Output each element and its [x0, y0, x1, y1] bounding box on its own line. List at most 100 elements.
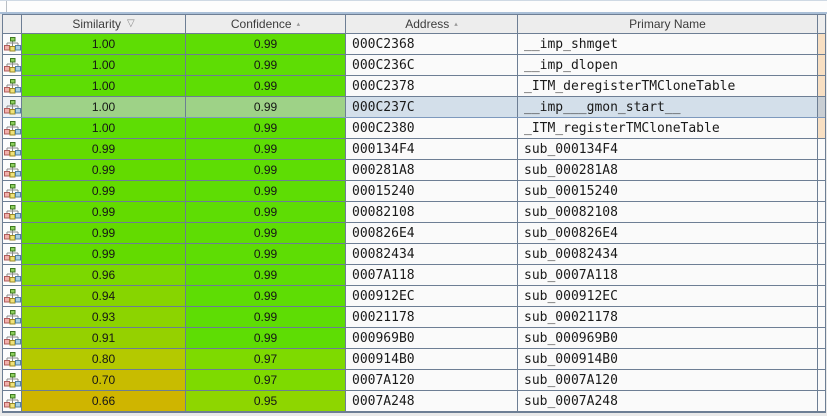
primary-name-cell[interactable]: sub_0007A118 [518, 265, 818, 285]
similarity-cell[interactable]: 0.99 [22, 202, 186, 222]
confidence-cell[interactable]: 0.99 [186, 265, 346, 285]
function-match-cell[interactable] [3, 118, 22, 138]
table-row[interactable]: 0.99 0.99 00082434 sub_00082434 [3, 244, 825, 265]
address-cell[interactable]: 0007A120 [346, 370, 518, 390]
header-secondary-partial[interactable] [818, 15, 825, 33]
confidence-cell[interactable]: 0.99 [186, 34, 346, 54]
similarity-cell[interactable]: 1.00 [22, 34, 186, 54]
confidence-cell[interactable]: 0.99 [186, 97, 346, 117]
secondary-partial-cell[interactable] [818, 118, 825, 138]
secondary-partial-cell[interactable] [818, 244, 825, 264]
function-match-cell[interactable] [3, 97, 22, 117]
primary-name-cell[interactable]: sub_00082108 [518, 202, 818, 222]
secondary-partial-cell[interactable] [818, 139, 825, 159]
header-similarity[interactable]: Similarity ▽ [22, 15, 186, 33]
similarity-cell[interactable]: 0.70 [22, 370, 186, 390]
table-row[interactable]: 1.00 0.99 000C2368 __imp_shmget [3, 34, 825, 55]
address-cell[interactable]: 000912EC [346, 286, 518, 306]
primary-name-cell[interactable]: sub_0007A248 [518, 391, 818, 411]
secondary-partial-cell[interactable] [818, 265, 825, 285]
table-row[interactable]: 1.00 0.99 000C237C __imp___gmon_start__ [3, 97, 825, 118]
similarity-cell[interactable]: 0.96 [22, 265, 186, 285]
primary-name-cell[interactable]: __imp_shmget [518, 34, 818, 54]
address-cell[interactable]: 000C2368 [346, 34, 518, 54]
address-cell[interactable]: 000C2380 [346, 118, 518, 138]
similarity-cell[interactable]: 0.99 [22, 244, 186, 264]
secondary-partial-cell[interactable] [818, 97, 825, 117]
primary-name-cell[interactable]: sub_0007A120 [518, 370, 818, 390]
confidence-cell[interactable]: 0.97 [186, 370, 346, 390]
function-match-cell[interactable] [3, 34, 22, 54]
primary-name-cell[interactable]: sub_000134F4 [518, 139, 818, 159]
address-cell[interactable]: 00015240 [346, 181, 518, 201]
similarity-cell[interactable]: 1.00 [22, 55, 186, 75]
address-cell[interactable]: 000826E4 [346, 223, 518, 243]
function-match-cell[interactable] [3, 181, 22, 201]
secondary-partial-cell[interactable] [818, 34, 825, 54]
secondary-partial-cell[interactable] [818, 181, 825, 201]
address-cell[interactable]: 0007A118 [346, 265, 518, 285]
function-match-cell[interactable] [3, 244, 22, 264]
address-cell[interactable]: 000134F4 [346, 139, 518, 159]
secondary-partial-cell[interactable] [818, 223, 825, 243]
table-row[interactable]: 0.99 0.99 000826E4 sub_000826E4 [3, 223, 825, 244]
table-row[interactable]: 0.94 0.99 000912EC sub_000912EC [3, 286, 825, 307]
function-match-cell[interactable] [3, 202, 22, 222]
confidence-cell[interactable]: 0.99 [186, 202, 346, 222]
function-match-cell[interactable] [3, 76, 22, 96]
function-match-cell[interactable] [3, 391, 22, 411]
confidence-cell[interactable]: 0.99 [186, 160, 346, 180]
similarity-cell[interactable]: 1.00 [22, 97, 186, 117]
function-match-cell[interactable] [3, 55, 22, 75]
confidence-cell[interactable]: 0.97 [186, 349, 346, 369]
confidence-cell[interactable]: 0.99 [186, 223, 346, 243]
function-match-cell[interactable] [3, 370, 22, 390]
address-cell[interactable]: 00082434 [346, 244, 518, 264]
primary-name-cell[interactable]: sub_000914B0 [518, 349, 818, 369]
address-cell[interactable]: 000C236C [346, 55, 518, 75]
primary-name-cell[interactable]: _ITM_registerTMCloneTable [518, 118, 818, 138]
similarity-cell[interactable]: 0.99 [22, 160, 186, 180]
address-cell[interactable]: 000C2378 [346, 76, 518, 96]
table-row[interactable]: 0.66 0.95 0007A248 sub_0007A248 [3, 391, 825, 412]
function-match-cell[interactable] [3, 160, 22, 180]
primary-name-cell[interactable]: sub_00021178 [518, 307, 818, 327]
secondary-partial-cell[interactable] [818, 202, 825, 222]
secondary-partial-cell[interactable] [818, 328, 825, 348]
confidence-cell[interactable]: 0.99 [186, 286, 346, 306]
similarity-cell[interactable]: 0.99 [22, 223, 186, 243]
function-match-cell[interactable] [3, 328, 22, 348]
primary-name-cell[interactable]: sub_00015240 [518, 181, 818, 201]
confidence-cell[interactable]: 0.99 [186, 181, 346, 201]
header-address[interactable]: Address ▴ [346, 15, 518, 33]
similarity-cell[interactable]: 1.00 [22, 118, 186, 138]
table-row[interactable]: 0.99 0.99 00015240 sub_00015240 [3, 181, 825, 202]
primary-name-cell[interactable]: sub_000912EC [518, 286, 818, 306]
primary-name-cell[interactable]: sub_000826E4 [518, 223, 818, 243]
table-row[interactable]: 0.99 0.99 000281A8 sub_000281A8 [3, 160, 825, 181]
address-cell[interactable]: 00021178 [346, 307, 518, 327]
similarity-cell[interactable]: 0.99 [22, 181, 186, 201]
primary-name-cell[interactable]: __imp___gmon_start__ [518, 97, 818, 117]
secondary-partial-cell[interactable] [818, 307, 825, 327]
header-confidence[interactable]: Confidence ▴ [186, 15, 346, 33]
similarity-cell[interactable]: 1.00 [22, 76, 186, 96]
confidence-cell[interactable]: 0.99 [186, 139, 346, 159]
secondary-partial-cell[interactable] [818, 55, 825, 75]
confidence-cell[interactable]: 0.99 [186, 307, 346, 327]
similarity-cell[interactable]: 0.99 [22, 139, 186, 159]
address-cell[interactable]: 00082108 [346, 202, 518, 222]
secondary-partial-cell[interactable] [818, 391, 825, 411]
function-match-cell[interactable] [3, 223, 22, 243]
address-cell[interactable]: 0007A248 [346, 391, 518, 411]
table-row[interactable]: 1.00 0.99 000C2378 _ITM_deregisterTMClon… [3, 76, 825, 97]
primary-name-cell[interactable]: __imp_dlopen [518, 55, 818, 75]
secondary-partial-cell[interactable] [818, 76, 825, 96]
confidence-cell[interactable]: 0.95 [186, 391, 346, 411]
secondary-partial-cell[interactable] [818, 286, 825, 306]
table-row[interactable]: 0.91 0.99 000969B0 sub_000969B0 [3, 328, 825, 349]
table-row[interactable]: 0.99 0.99 000134F4 sub_000134F4 [3, 139, 825, 160]
secondary-partial-cell[interactable] [818, 349, 825, 369]
table-row[interactable]: 0.93 0.99 00021178 sub_00021178 [3, 307, 825, 328]
secondary-partial-cell[interactable] [818, 370, 825, 390]
